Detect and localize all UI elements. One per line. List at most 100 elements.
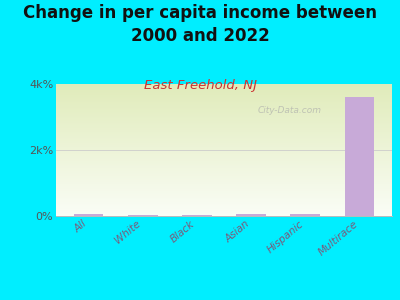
Bar <box>56 134 392 135</box>
Bar <box>56 138 392 139</box>
Bar <box>56 153 392 154</box>
Bar <box>56 103 392 104</box>
Bar <box>56 130 392 131</box>
Bar <box>56 147 392 148</box>
Bar <box>56 92 392 93</box>
Bar <box>56 204 392 205</box>
Bar <box>56 145 392 146</box>
Bar <box>56 126 392 127</box>
Bar <box>56 132 392 133</box>
Bar <box>56 162 392 163</box>
Bar <box>56 157 392 158</box>
Bar <box>56 90 392 91</box>
Bar <box>56 167 392 168</box>
Bar <box>56 181 392 182</box>
Bar <box>56 139 392 140</box>
Bar <box>56 186 392 187</box>
Bar <box>56 109 392 110</box>
Bar <box>56 197 392 198</box>
Bar <box>56 174 392 175</box>
Bar <box>56 98 392 99</box>
Bar <box>56 190 392 191</box>
Bar <box>56 100 392 101</box>
Text: Change in per capita income between
2000 and 2022: Change in per capita income between 2000… <box>23 4 377 45</box>
Bar <box>56 155 392 156</box>
Bar <box>56 207 392 208</box>
Bar <box>56 196 392 197</box>
Bar <box>56 200 392 201</box>
Bar <box>56 171 392 172</box>
Bar <box>74 214 104 216</box>
Bar <box>56 137 392 138</box>
Bar <box>56 93 392 94</box>
Bar <box>56 170 392 171</box>
Bar <box>56 212 392 213</box>
Bar <box>182 215 212 216</box>
Bar <box>56 191 392 192</box>
Bar <box>344 97 374 216</box>
Bar <box>56 202 392 203</box>
Bar <box>56 122 392 123</box>
Bar <box>56 142 392 143</box>
Bar <box>56 96 392 97</box>
Bar <box>56 161 392 162</box>
Bar <box>56 173 392 174</box>
Bar <box>56 116 392 117</box>
Bar <box>56 144 392 145</box>
Bar <box>128 215 158 216</box>
Text: East Freehold, NJ: East Freehold, NJ <box>144 80 256 92</box>
Bar <box>56 176 392 177</box>
Bar <box>56 110 392 111</box>
Bar <box>56 104 392 105</box>
Bar <box>56 111 392 112</box>
Bar <box>56 119 392 120</box>
Bar <box>56 86 392 87</box>
Bar <box>56 195 392 196</box>
Text: City-Data.com: City-Data.com <box>258 106 322 115</box>
Bar <box>56 120 392 121</box>
Bar <box>56 182 392 183</box>
Bar <box>56 183 392 184</box>
Bar <box>56 163 392 164</box>
Bar <box>56 159 392 160</box>
Bar <box>56 215 392 216</box>
Bar <box>56 148 392 149</box>
Bar <box>56 149 392 150</box>
Bar <box>290 214 320 216</box>
Bar <box>56 85 392 86</box>
Bar <box>56 178 392 179</box>
Bar <box>56 164 392 165</box>
Bar <box>56 199 392 200</box>
Bar <box>56 184 392 185</box>
Bar <box>56 188 392 189</box>
Bar <box>56 135 392 136</box>
Bar <box>56 125 392 126</box>
Bar <box>56 143 392 144</box>
Bar <box>56 91 392 92</box>
Bar <box>56 124 392 125</box>
Bar <box>56 158 392 159</box>
Bar <box>56 106 392 107</box>
Bar <box>56 175 392 176</box>
Bar <box>56 210 392 211</box>
Bar <box>56 105 392 106</box>
Bar <box>56 133 392 134</box>
Bar <box>56 194 392 195</box>
Bar <box>56 141 392 142</box>
Bar <box>56 129 392 130</box>
Bar <box>56 97 392 98</box>
Bar <box>56 165 392 166</box>
Bar <box>56 95 392 96</box>
Bar <box>56 213 392 214</box>
Bar <box>56 114 392 115</box>
Bar <box>56 136 392 137</box>
Bar <box>56 118 392 119</box>
Bar <box>56 88 392 89</box>
Bar <box>56 84 392 85</box>
Bar <box>56 107 392 108</box>
Bar <box>56 112 392 113</box>
Bar <box>56 209 392 210</box>
Bar <box>56 205 392 206</box>
Bar <box>56 89 392 90</box>
Bar <box>56 123 392 124</box>
